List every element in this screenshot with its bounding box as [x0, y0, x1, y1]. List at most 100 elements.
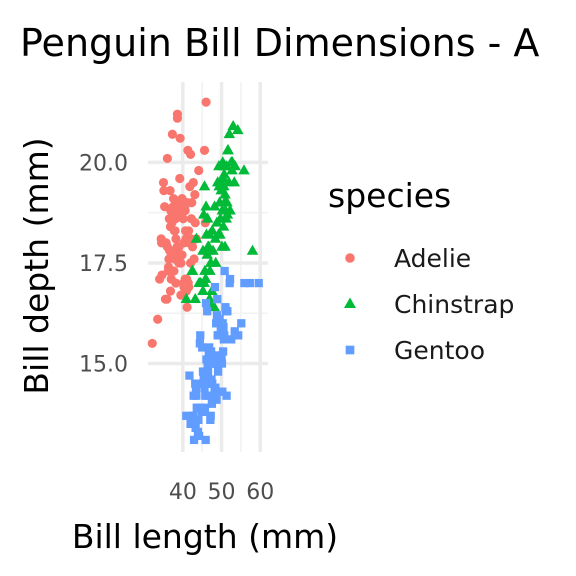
chinstrap-point [208, 200, 221, 211]
chinstrap-point [200, 200, 212, 211]
adelie-point [201, 97, 211, 107]
adelie-point [156, 238, 167, 248]
adelie-point [190, 218, 200, 228]
chinstrap-point [204, 264, 216, 275]
gentoo-point [200, 383, 209, 392]
gentoo-point [182, 411, 191, 420]
adelie-point [153, 314, 163, 324]
gentoo-point [210, 282, 220, 292]
gentoo-point [209, 359, 218, 368]
gentoo-point [201, 299, 211, 308]
gentoo-point [218, 319, 227, 328]
chinstrap-point [221, 144, 234, 155]
gentoo-point [225, 274, 235, 284]
legend-key-chinstrap [344, 297, 356, 309]
y-axis-title: Bill depth (mm) [17, 137, 56, 394]
adelie-point [185, 149, 196, 159]
adelie-point [187, 242, 198, 252]
chinstrap-point [203, 228, 216, 239]
adelie-point [185, 258, 196, 268]
chinstrap-point [238, 164, 250, 175]
chinstrap-point [225, 156, 237, 167]
legend-label: Adelie [394, 244, 471, 273]
adelie-point [182, 302, 192, 312]
adelie-point [171, 278, 181, 288]
adelie-point [162, 153, 172, 164]
gentoo-point [203, 307, 212, 316]
chinstrap-point [199, 272, 212, 283]
adelie-point [174, 242, 184, 252]
legend: species Adelie Chinstrap Gentoo [328, 176, 514, 365]
chinstrap-point [217, 172, 229, 183]
legend-key-adelie [345, 253, 355, 263]
adelie-point [194, 165, 204, 176]
adelie-point [190, 190, 200, 200]
gentoo-point [204, 391, 213, 400]
chinstrap-point [246, 244, 259, 255]
adelie-point [169, 266, 179, 276]
x-tick-label: 50 [208, 480, 236, 505]
chinstrap-point [228, 176, 241, 187]
adelie-point [180, 206, 190, 216]
series-adelie [147, 97, 211, 349]
gentoo-point [221, 303, 230, 312]
gentoo-point [213, 295, 222, 304]
gentoo-point [227, 335, 236, 344]
gentoo-point [192, 391, 201, 400]
gentoo-point [214, 331, 223, 340]
chinstrap-point [219, 240, 231, 251]
y-tick-label: 17.5 [79, 252, 128, 277]
gentoo-point [234, 331, 243, 340]
x-axis-ticks: 40 50 60 [169, 480, 274, 505]
chinstrap-point [197, 284, 209, 295]
adelie-point [187, 198, 197, 208]
adelie-point [170, 226, 180, 236]
adelie-point [180, 274, 190, 284]
gentoo-point [217, 359, 227, 368]
x-tick-label: 40 [169, 480, 197, 505]
chinstrap-point [207, 244, 219, 255]
chinstrap-point [220, 212, 232, 223]
gentoo-point [237, 319, 246, 328]
adelie-point [178, 214, 188, 224]
gentoo-point [213, 367, 223, 376]
gentoo-point [207, 399, 217, 408]
chinstrap-point [201, 248, 213, 259]
adelie-point [199, 145, 210, 155]
chinstrap-point [198, 180, 211, 191]
chinstrap-point [211, 216, 223, 227]
chinstrap-point [180, 292, 193, 304]
gentoo-point [198, 343, 207, 352]
adelie-point [165, 286, 176, 296]
chart-title: Penguin Bill Dimensions - A [20, 21, 539, 65]
chinstrap-point [219, 188, 231, 199]
adelie-point [172, 113, 183, 123]
gentoo-point [203, 359, 212, 368]
adelie-point [176, 258, 186, 268]
chinstrap-point [204, 256, 217, 267]
x-axis-title: Bill length (mm) [72, 517, 338, 556]
chinstrap-point [223, 128, 236, 139]
adelie-point [175, 133, 185, 143]
chinstrap-point [218, 160, 231, 171]
adelie-point [175, 173, 185, 184]
chinstrap-point [201, 212, 214, 223]
gentoo-point [189, 435, 199, 445]
gentoo-point [194, 431, 204, 441]
gentoo-point [191, 383, 201, 392]
chinstrap-point [224, 204, 236, 215]
adelie-point [177, 250, 187, 260]
legend-label: Gentoo [394, 336, 485, 365]
y-tick-label: 20.0 [79, 151, 128, 176]
gentoo-point [201, 435, 210, 445]
adelie-point [147, 338, 157, 349]
data-points [147, 97, 263, 445]
adelie-point [184, 226, 194, 236]
series-gentoo [182, 266, 263, 445]
legend-item-gentoo: Gentoo [345, 336, 485, 365]
chinstrap-point [209, 232, 222, 243]
gentoo-point [203, 367, 213, 376]
adelie-point [184, 282, 194, 292]
legend-label: Chinstrap [394, 290, 514, 319]
legend-items: Adelie Chinstrap Gentoo [344, 244, 514, 365]
